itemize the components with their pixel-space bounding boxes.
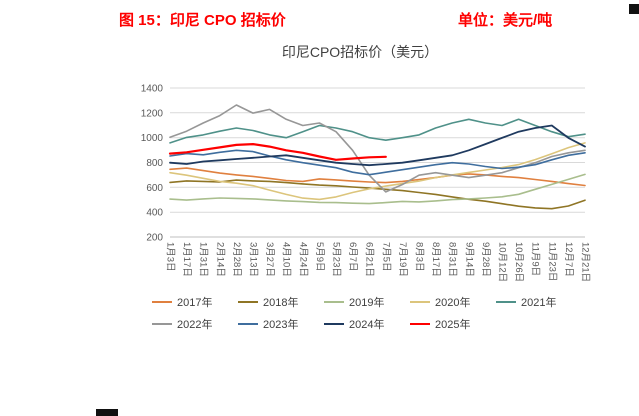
legend-item-2021年: 2021年	[496, 291, 582, 313]
x-tick-label: 10月26日	[513, 242, 524, 282]
legend-label: 2018年	[263, 297, 299, 309]
x-tick-label: 11月9日	[530, 242, 541, 276]
figure-caption: 图 15：印尼 CPO 招标价	[119, 12, 286, 29]
series-line-2024年	[169, 124, 586, 167]
series-line-2021年	[169, 118, 586, 144]
x-tick-label: 12月7日	[563, 242, 574, 277]
legend-label: 2022年	[177, 319, 213, 331]
legend-item-2024年: 2024年	[324, 313, 410, 335]
legend-label: 2019年	[349, 297, 385, 309]
y-tick-label: 400	[146, 208, 163, 219]
legend-item-2018年: 2018年	[238, 291, 324, 313]
legend-swatch	[238, 300, 258, 304]
x-tick-label: 2月28日	[231, 242, 242, 277]
legend-swatch	[324, 300, 344, 304]
legend-swatch	[152, 300, 172, 304]
x-tick-label: 6月7日	[347, 242, 358, 272]
crop-artifact-top-right	[629, 4, 639, 14]
x-tick-label: 2月14日	[214, 242, 225, 277]
x-tick-label: 7月19日	[397, 242, 408, 277]
legend-label: 2025年	[435, 319, 471, 331]
x-tick-label: 1月31日	[198, 242, 209, 277]
series-line-2025年	[168, 142, 387, 161]
x-tick-label: 3月13日	[248, 242, 259, 277]
x-tick-label: 9月14日	[463, 242, 474, 277]
y-tick-label: 1000	[141, 133, 164, 144]
x-tick-label: 8月31日	[447, 242, 458, 277]
x-tick-label: 1月17日	[181, 242, 192, 277]
y-tick-label: 1400	[141, 84, 164, 95]
x-tick-label: 1月3日	[165, 242, 176, 272]
legend-label: 2023年	[263, 319, 299, 331]
y-tick-label: 200	[146, 233, 163, 244]
legend-item-2020年: 2020年	[410, 291, 496, 313]
chart-title: 印尼CPO招标价（美元）	[281, 44, 439, 60]
legend-swatch	[324, 322, 344, 326]
chart-canvas: 200 400 600 800 1000 1200 1400 1月3日 1月17日 1月31日 2月…	[141, 84, 591, 283]
legend-swatch	[410, 300, 430, 304]
x-tick-label: 6月21日	[364, 242, 375, 277]
legend-swatch	[496, 300, 516, 304]
legend-swatch	[238, 322, 258, 326]
crop-artifact-bottom-left	[96, 409, 118, 416]
legend-item-2025年: 2025年	[410, 313, 496, 335]
x-tick-label: 9月28日	[480, 242, 491, 277]
legend-swatch	[410, 322, 430, 326]
x-tick-label: 12月21日	[580, 242, 591, 282]
x-tick-label: 5月9日	[314, 242, 325, 272]
series-line-2017年	[169, 167, 586, 187]
x-tick-label: 8月3日	[414, 242, 425, 272]
legend-item-2019年: 2019年	[324, 291, 410, 313]
chart-legend: 2017年 2018年 2019年 2020年 2021年 2022年 2023年 2024年…	[152, 291, 604, 335]
legend-item-2022年: 2022年	[152, 313, 238, 335]
figure-header: 图 15：印尼 CPO 招标价 单位：美元/吨	[0, 6, 639, 30]
legend-item-2023年: 2023年	[238, 313, 324, 335]
x-tick-label: 10月12日	[497, 242, 508, 282]
x-tick-label: 8月17日	[430, 242, 441, 277]
legend-swatch	[152, 322, 172, 326]
figure-unit-label: 单位：美元/吨	[458, 12, 553, 29]
x-tick-label: 11月23日	[546, 242, 557, 281]
legend-label: 2017年	[177, 297, 213, 309]
series-line-2022年	[169, 104, 586, 193]
y-tick-label: 600	[146, 183, 163, 194]
x-tick-label: 4月10日	[281, 242, 292, 277]
legend-item-2017年: 2017年	[152, 291, 238, 313]
x-tick-label: 7月5日	[380, 242, 391, 272]
series-line-2020年	[169, 142, 586, 201]
series-line-2023年	[169, 149, 586, 176]
legend-label: 2021年	[521, 297, 557, 309]
x-tick-label: 3月27日	[264, 242, 275, 277]
legend-label: 2024年	[349, 319, 385, 331]
y-tick-label: 1200	[141, 108, 164, 119]
x-tick-label: 4月24日	[297, 242, 308, 277]
y-tick-label: 800	[146, 158, 163, 169]
legend-label: 2020年	[435, 297, 471, 309]
series-line-2019年	[169, 173, 586, 205]
series-line-2018年	[169, 179, 586, 210]
x-tick-label: 5月23日	[331, 242, 342, 277]
